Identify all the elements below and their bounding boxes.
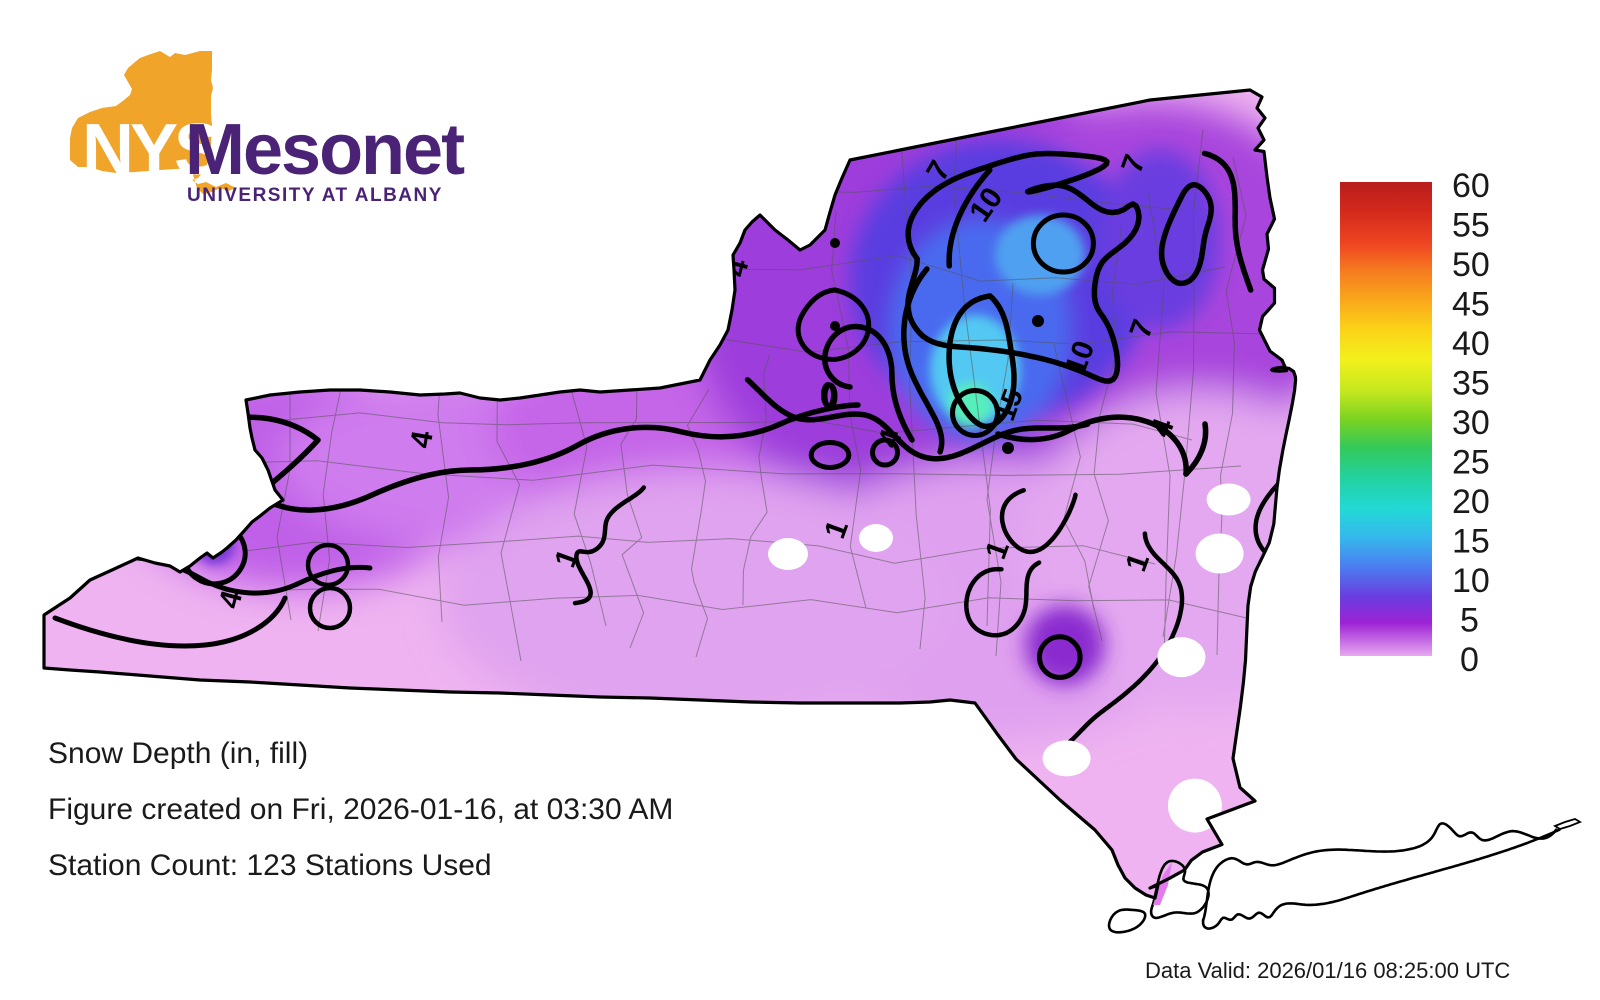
- svg-text:60: 60: [1452, 167, 1490, 205]
- svg-text:Snow Depth (in, fill): Snow Depth (in, fill): [48, 737, 308, 770]
- svg-text:Data Valid: 2026/01/16 08:25:0: Data Valid: 2026/01/16 08:25:00 UTC: [1145, 958, 1510, 983]
- svg-text:0: 0: [1460, 641, 1479, 679]
- svg-text:Mesonet: Mesonet: [185, 110, 465, 190]
- svg-text:Station Count: 123 Stations Us: Station Count: 123 Stations Used: [48, 849, 492, 882]
- svg-text:50: 50: [1452, 246, 1490, 284]
- svg-text:10: 10: [1452, 562, 1490, 600]
- svg-text:40: 40: [1452, 325, 1490, 363]
- svg-text:20: 20: [1452, 483, 1490, 521]
- svg-text:UNIVERSITY AT ALBANY: UNIVERSITY AT ALBANY: [187, 185, 443, 206]
- svg-text:Figure created on Fri, 2026-01: Figure created on Fri, 2026-01-16, at 03…: [48, 793, 673, 826]
- svg-text:45: 45: [1452, 286, 1490, 324]
- svg-text:5: 5: [1460, 602, 1479, 640]
- svg-text:15: 15: [1452, 523, 1490, 561]
- svg-text:25: 25: [1452, 444, 1490, 482]
- svg-text:30: 30: [1452, 404, 1490, 442]
- svg-text:55: 55: [1452, 207, 1490, 245]
- svg-text:35: 35: [1452, 365, 1490, 403]
